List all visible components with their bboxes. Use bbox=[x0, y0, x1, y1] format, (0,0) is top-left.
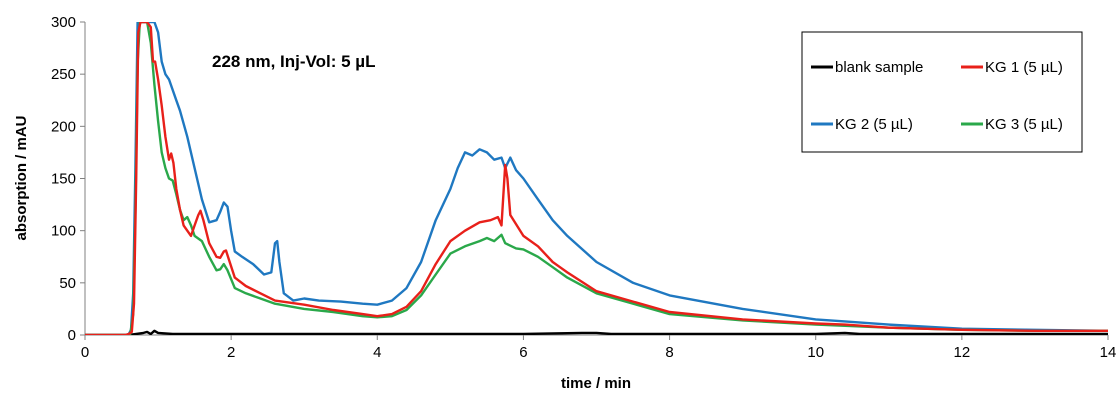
y-tick-label: 200 bbox=[51, 118, 76, 135]
x-tick-label: 0 bbox=[81, 344, 89, 361]
y-axis-title: absorption / mAU bbox=[13, 115, 30, 240]
series-line-kg-1-5-l bbox=[85, 22, 1108, 335]
chart-annotation: 228 nm, Inj-Vol: 5 µL bbox=[212, 52, 375, 71]
y-tick-label: 250 bbox=[51, 66, 76, 83]
y-tick-label: 150 bbox=[51, 171, 76, 188]
series-layer bbox=[85, 22, 1108, 335]
x-tick-label: 8 bbox=[665, 344, 673, 361]
legend-label-kg-3-5-l: KG 3 (5 µL) bbox=[985, 116, 1063, 133]
series-line-kg-2-5-l bbox=[85, 22, 1108, 335]
x-tick-label: 6 bbox=[519, 344, 527, 361]
legend-label-kg-2-5-l: KG 2 (5 µL) bbox=[835, 116, 913, 133]
series-line-kg-3-5-l bbox=[85, 22, 1108, 335]
y-tick-label: 300 bbox=[51, 14, 76, 31]
y-tick-label: 100 bbox=[51, 223, 76, 240]
legend-box bbox=[801, 31, 1083, 153]
series-line-blank-sample bbox=[85, 329, 1108, 335]
y-tick-label: 0 bbox=[68, 327, 76, 344]
x-tick-label: 14 bbox=[1100, 344, 1117, 361]
x-axis-title: time / min bbox=[561, 375, 631, 392]
y-tick-label: 50 bbox=[59, 275, 76, 292]
x-tick-label: 10 bbox=[807, 344, 824, 361]
legend-label-blank-sample: blank sample bbox=[835, 59, 923, 76]
x-tick-label: 2 bbox=[227, 344, 235, 361]
x-tick-label: 12 bbox=[954, 344, 971, 361]
legend: blank sample KG 1 (5 µL) KG 2 (5 µL) KG 3 (… bbox=[801, 31, 1083, 153]
x-tick-label: 4 bbox=[373, 344, 381, 361]
legend-label-kg-1-5-l: KG 1 (5 µL) bbox=[985, 59, 1063, 76]
